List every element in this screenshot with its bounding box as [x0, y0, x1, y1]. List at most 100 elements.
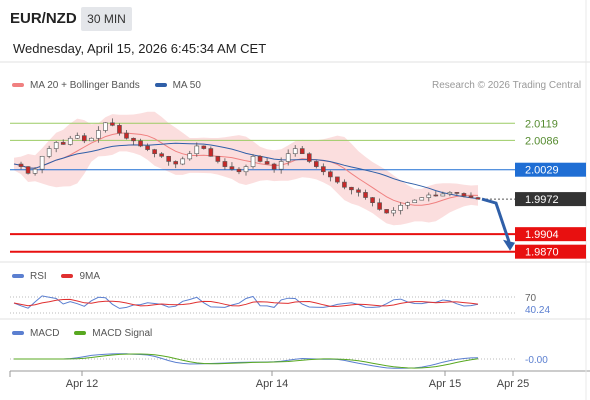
candle	[103, 122, 108, 133]
candle	[243, 164, 249, 176]
candle	[419, 197, 425, 201]
candle-body	[257, 155, 263, 162]
candle	[46, 145, 52, 159]
candle-body	[342, 181, 347, 188]
candle-body	[166, 155, 171, 162]
rsi-level-70: 70	[525, 293, 537, 304]
candle	[96, 126, 101, 143]
candle	[384, 209, 389, 214]
candle	[299, 145, 305, 155]
candle	[391, 207, 396, 217]
candle-body	[187, 153, 193, 160]
candle	[208, 146, 214, 157]
timestamp: Wednesday, April 15, 2026 6:45:34 AM CET	[13, 41, 267, 56]
level-current-3-tag	[515, 192, 586, 207]
candle	[25, 166, 31, 175]
candle	[74, 132, 80, 139]
price-legend: MA 20 + Bollinger Bands MA 50	[12, 80, 213, 91]
legend-item-rsi-ma: 9MA	[61, 271, 100, 282]
level-pivot-2-label: 2.0029	[525, 165, 559, 177]
candle-body	[243, 166, 249, 173]
legend-ma50-label: MA 50	[172, 80, 201, 91]
candle	[173, 160, 178, 169]
candle-body	[426, 194, 432, 198]
candle	[180, 156, 186, 166]
candle-body	[306, 153, 312, 162]
candle-body	[229, 166, 235, 170]
timeframe-button[interactable]: 30 MIN	[81, 7, 132, 31]
candle-body	[25, 166, 31, 174]
candle-body	[236, 168, 242, 173]
candle-body	[103, 122, 108, 131]
legend-item-ma50: MA 50	[154, 80, 201, 91]
candle-body	[440, 193, 446, 197]
candle	[117, 123, 122, 136]
candle	[110, 118, 115, 127]
ma20-swatch	[12, 83, 24, 88]
candle-body	[18, 163, 24, 167]
candle-body	[454, 192, 460, 194]
candle	[159, 152, 164, 158]
candle-body	[180, 158, 186, 165]
candle-body	[321, 166, 326, 173]
candle-body	[194, 145, 200, 155]
candle	[370, 196, 375, 207]
x-tick-label: Apr 14	[256, 378, 288, 390]
legend-item-macd: MACD	[12, 328, 59, 339]
candle	[405, 201, 410, 210]
candle-body	[74, 135, 80, 139]
candle-body	[447, 192, 453, 195]
candle	[278, 157, 284, 174]
rsi-ma-line	[13, 298, 479, 307]
candle-body	[335, 176, 340, 183]
candle-body	[138, 140, 143, 147]
candle	[461, 192, 467, 198]
candle-body	[67, 137, 73, 145]
legend-item-macd-signal: MACD Signal	[74, 328, 152, 339]
candle-body	[461, 193, 467, 197]
candle	[166, 155, 171, 166]
level-current-3-label: 1.9972	[525, 194, 559, 206]
legend-item-rsi: RSI	[12, 271, 47, 282]
candle	[440, 191, 446, 197]
candle	[89, 137, 94, 142]
legend-macd-signal-label: MACD Signal	[92, 328, 153, 339]
level-resistance-0-label: 2.0119	[525, 118, 558, 130]
candle	[53, 141, 59, 153]
candle	[398, 202, 403, 215]
candle-body	[433, 194, 439, 197]
candle-body	[363, 192, 368, 198]
candle-body	[370, 197, 375, 204]
candle-body	[96, 130, 101, 139]
candle-body	[53, 142, 59, 149]
ma50-swatch	[154, 83, 167, 88]
candle	[412, 199, 418, 204]
level-resistance-1-label: 2.0086	[525, 135, 559, 147]
candle-body	[419, 197, 425, 201]
candle-body	[405, 202, 410, 206]
legend-rsi-label: RSI	[30, 271, 47, 282]
currency-pair-title: EUR/NZD	[10, 10, 77, 27]
candle	[124, 129, 129, 140]
candle	[314, 160, 319, 169]
ma50-line	[13, 142, 479, 200]
candle-body	[208, 148, 214, 157]
candle-body	[377, 202, 382, 210]
candle	[335, 176, 340, 184]
candle	[264, 158, 270, 165]
candle	[306, 152, 312, 164]
forecast-arrow-shaft	[481, 197, 511, 243]
candle	[194, 142, 200, 157]
candle-body	[117, 125, 122, 134]
candle-body	[412, 199, 418, 204]
candle-body	[475, 197, 481, 200]
candle-body	[145, 145, 150, 150]
candle	[349, 186, 354, 195]
candle	[285, 149, 291, 166]
candle-body	[124, 132, 129, 139]
candle-body	[152, 149, 157, 155]
candle-body	[60, 142, 66, 145]
candle-body	[46, 148, 52, 157]
macd-signal-line	[14, 353, 479, 369]
